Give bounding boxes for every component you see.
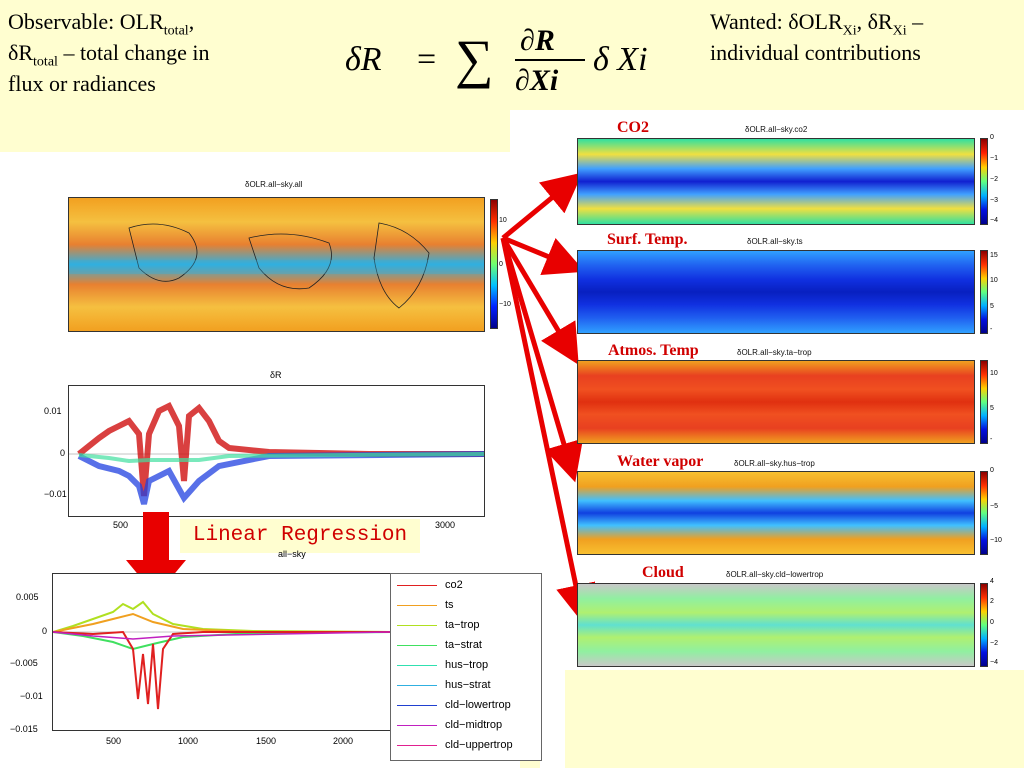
cloud-cb-tick: 0 [990, 619, 994, 626]
bottom-plot-title: all−sky [278, 549, 306, 559]
dR-ytick: −0.01 [44, 489, 67, 499]
legend-item: cld−uppertrop [397, 739, 513, 751]
dR-xtick: 3000 [435, 520, 456, 530]
cloud-cb-tick: 4 [990, 578, 994, 585]
equation-numerator: ∂R [520, 24, 555, 57]
water-vapor-cb-tick: −5 [990, 503, 998, 510]
surf-temp-cb-tick: 5 [990, 303, 994, 310]
co2-colorbar [980, 138, 988, 225]
surf-temp-cb-tick: 15 [990, 252, 998, 259]
regression-legend: co2 ts ta−trop ta−strat hus−trop hus−str… [390, 573, 542, 761]
co2-cb-tick: 0 [990, 134, 994, 141]
co2-cb-tick: −1 [990, 155, 998, 162]
surf-temp-cb-tick: - [990, 326, 993, 333]
linear-regression-label: Linear Regression [180, 519, 420, 553]
reg-xtick: 500 [106, 736, 122, 746]
wanted-description: Wanted: δOLRXi, δRXi – individual contri… [710, 9, 924, 65]
reg-xtick: 2000 [333, 736, 354, 746]
cloud-cb-tick: −2 [990, 640, 998, 647]
cloud-map [577, 583, 975, 667]
atmos-temp-cb-tick: - [990, 436, 993, 443]
dR-plot-title: δR [270, 370, 282, 380]
cloud-colorbar [980, 583, 988, 667]
water-vapor-cb-tick: 0 [990, 467, 994, 474]
surf-temp-label: Surf. Temp. [607, 231, 688, 248]
equation-denominator: ∂Xi [515, 64, 559, 97]
reg-ytick: 0.005 [16, 592, 39, 602]
legend-item: cld−midtrop [397, 719, 502, 731]
reg-ytick: −0.01 [20, 691, 43, 701]
reg-ytick: −0.015 [10, 724, 38, 734]
legend-item: hus−strat [397, 679, 491, 691]
atmos-temp-colorbar [980, 360, 988, 444]
water-vapor-label: Water vapor [617, 453, 704, 470]
total-olr-map [68, 197, 485, 332]
water-vapor-colorbar [980, 471, 988, 555]
reg-xtick: 1500 [256, 736, 277, 746]
equation-sum: ∑ [455, 29, 494, 89]
cloud-cb-tick: 2 [990, 598, 994, 605]
total-cb-tick: −10 [499, 301, 511, 308]
surf-temp-map-title: δOLR.all−sky.ts [747, 237, 803, 246]
dR-plot [68, 385, 485, 517]
reg-ytick: 0 [42, 626, 48, 636]
legend-item: cld−lowertrop [397, 699, 511, 711]
co2-cb-tick: −2 [990, 176, 998, 183]
observable-description: Observable: OLRtotal, δRtotal – total ch… [8, 9, 210, 96]
reg-xtick: 1000 [178, 736, 199, 746]
co2-cb-tick: −4 [990, 217, 998, 224]
co2-map [577, 138, 975, 225]
equation-lhs: δR [345, 41, 382, 78]
legend-item: ta−strat [397, 639, 482, 651]
co2-label: CO2 [617, 119, 649, 136]
surf-temp-map [577, 250, 975, 334]
cloud-label: Cloud [642, 564, 684, 581]
total-cb-tick: 10 [499, 217, 507, 224]
dR-ytick: 0 [60, 448, 66, 458]
atmos-temp-label: Atmos. Temp [608, 342, 699, 359]
atmos-temp-cb-tick: 5 [990, 405, 994, 412]
water-vapor-map-title: δOLR.all−sky.hus−trop [734, 459, 815, 468]
legend-item: co2 [397, 579, 463, 591]
legend-item: ta−trop [397, 619, 480, 631]
co2-cb-tick: −3 [990, 197, 998, 204]
total-map-title: δOLR.all−sky.all [245, 180, 303, 189]
cloud-map-title: δOLR.all−sky.cld−lowertrop [726, 570, 824, 579]
total-cb-tick: 0 [499, 261, 503, 268]
atmos-temp-map [577, 360, 975, 444]
reg-ytick: −0.005 [10, 658, 38, 668]
atmos-temp-cb-tick: 10 [990, 370, 998, 377]
atmos-temp-map-title: δOLR.all−sky.ta−trop [737, 348, 812, 357]
co2-map-title: δOLR.all−sky.co2 [745, 125, 808, 134]
total-map-colorbar [490, 199, 498, 329]
legend-item: ts [397, 599, 454, 611]
water-vapor-map [577, 471, 975, 555]
equation-rhs: δ Xi [593, 41, 648, 78]
decomposition-equation: δR = ∑ ∂R ∂Xi δ Xi [345, 22, 695, 102]
surf-temp-colorbar [980, 250, 988, 334]
surf-temp-cb-tick: 10 [990, 277, 998, 284]
fan-arrows [500, 172, 595, 620]
legend-item: hus−trop [397, 659, 488, 671]
water-vapor-cb-tick: −10 [990, 537, 1002, 544]
dR-ytick: 0.01 [44, 406, 62, 416]
dR-xtick: 500 [113, 520, 129, 530]
cloud-cb-tick: −4 [990, 659, 998, 666]
equation-equals: = [417, 41, 436, 78]
